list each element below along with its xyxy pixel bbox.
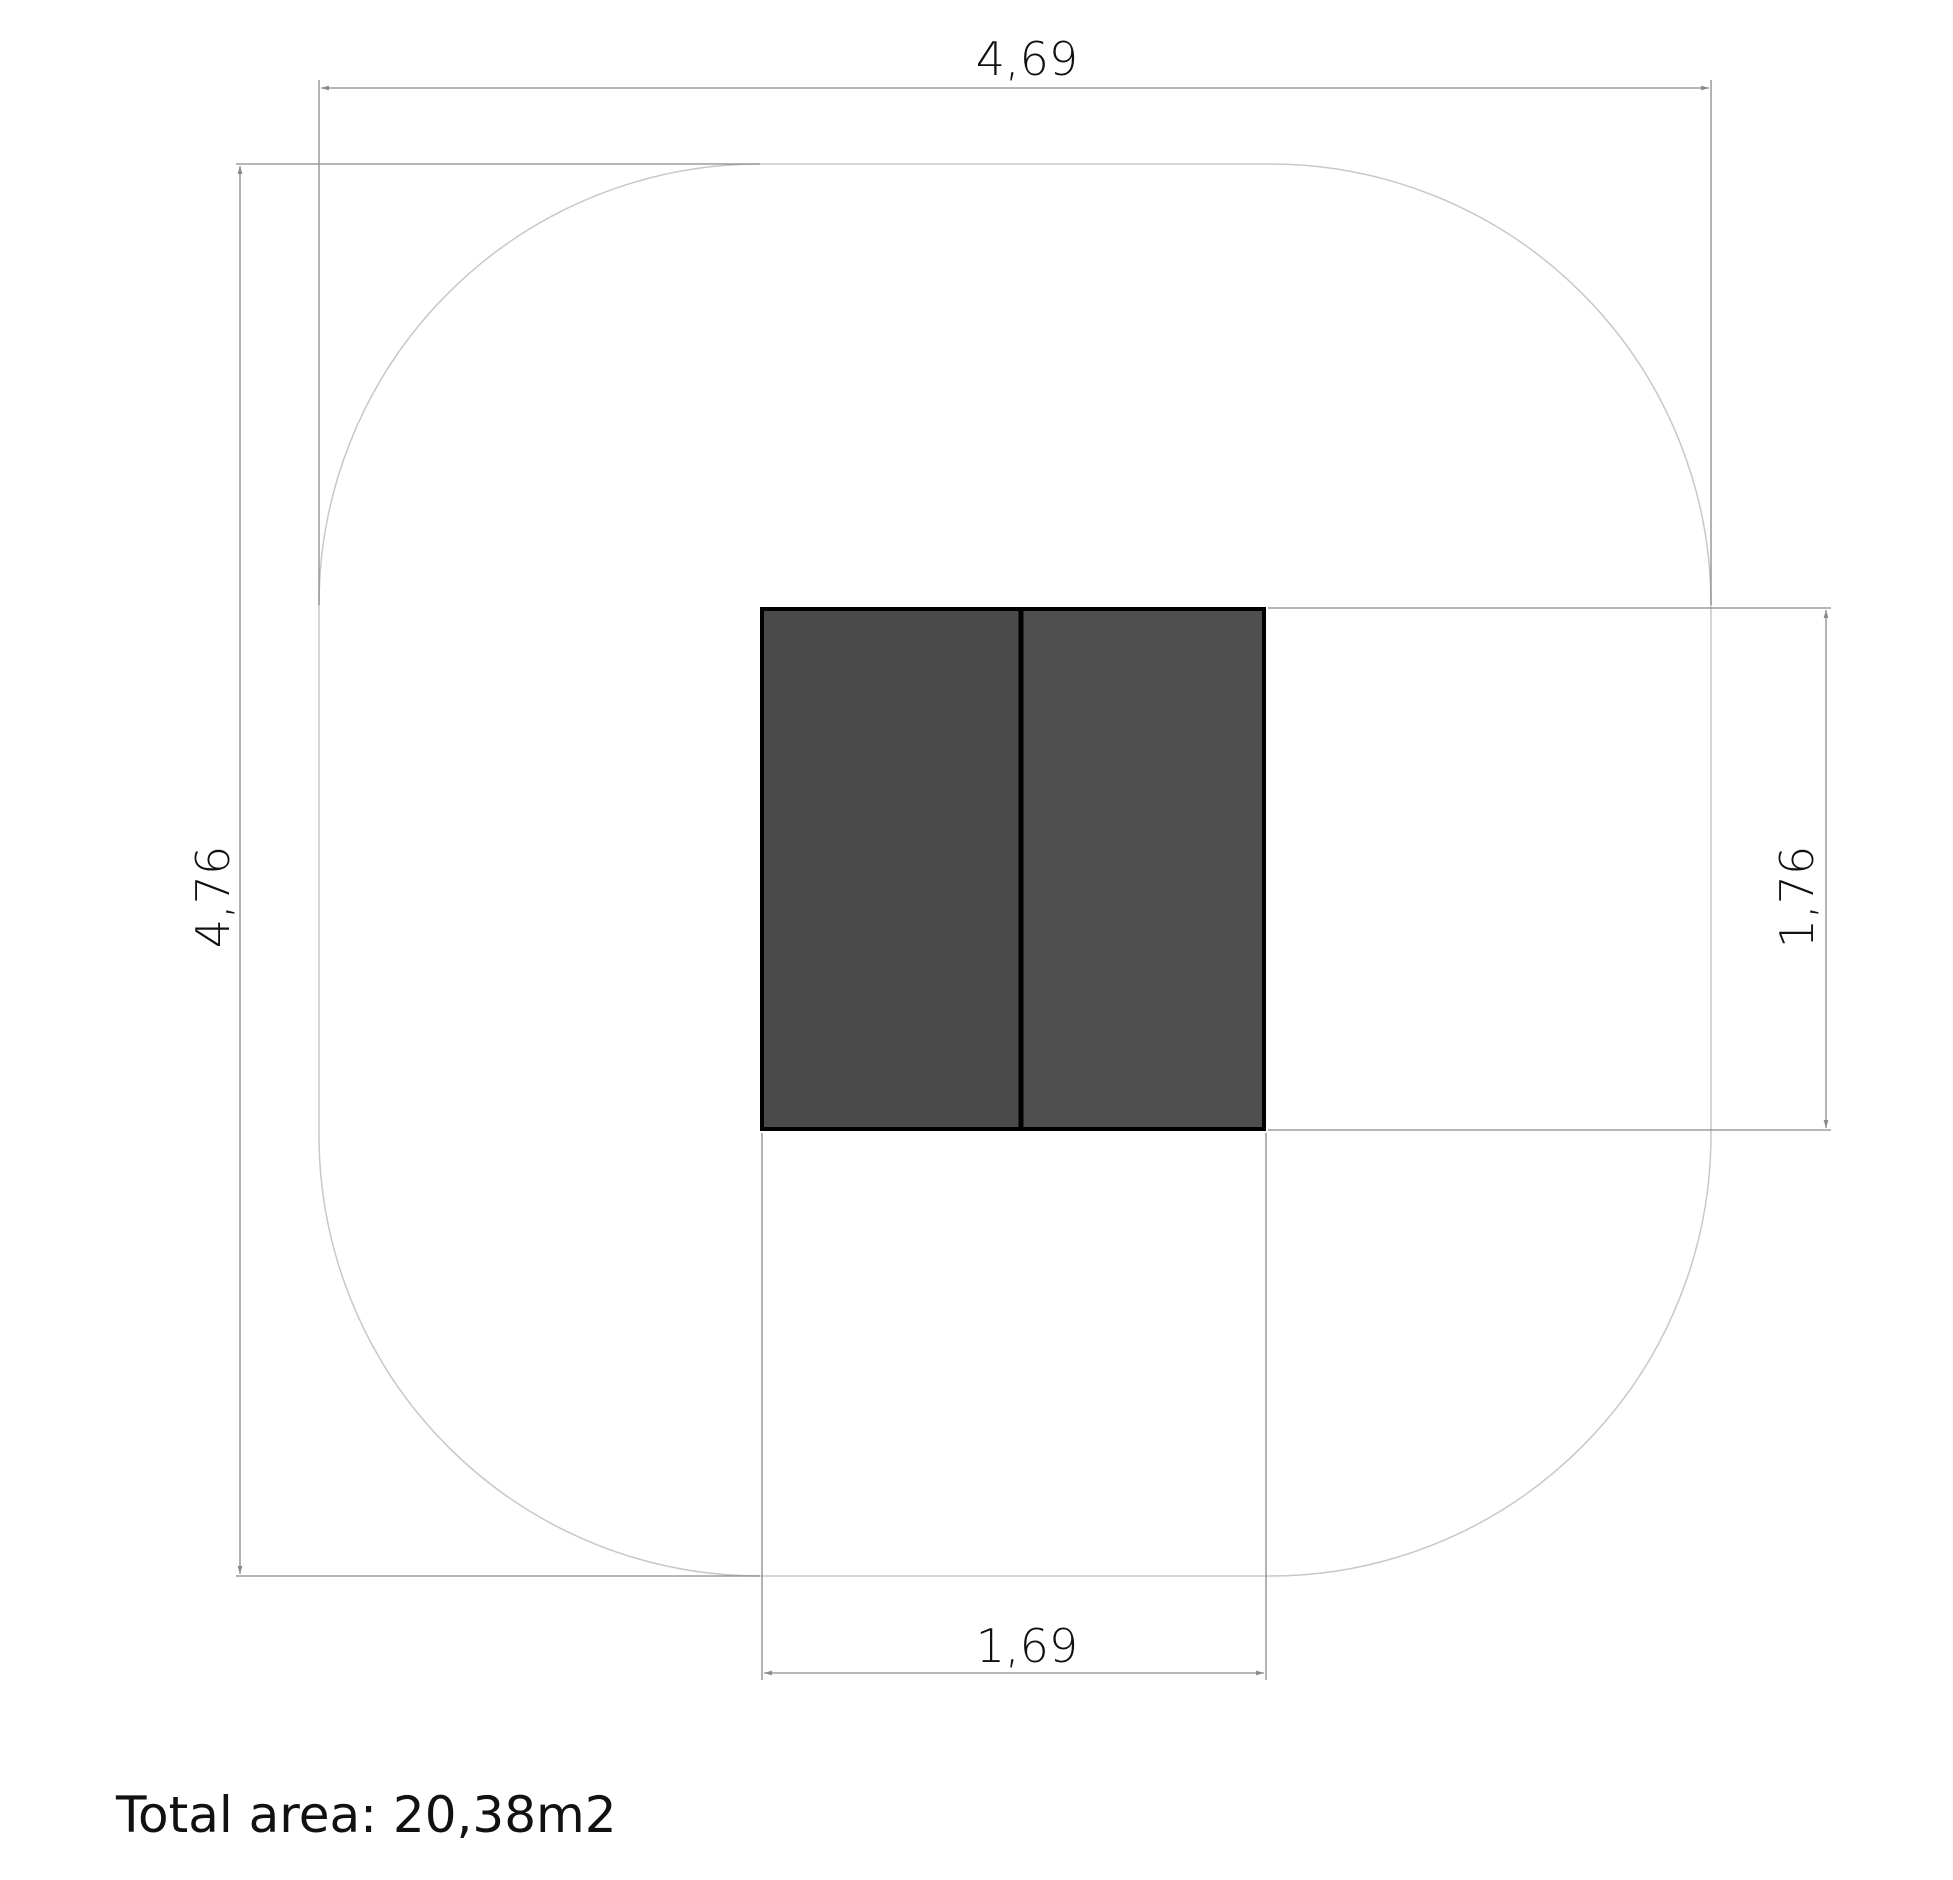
equipment-panel-left (762, 609, 1021, 1129)
safety-zone-outline (318, 163, 1712, 1577)
equipment-panel-right (1021, 609, 1264, 1129)
dimension-lines (236, 80, 1831, 1680)
equipment-width-label: 1,69 (976, 1619, 1078, 1673)
equipment-depth-label: 1,76 (1770, 846, 1824, 948)
overall-depth-label: 4,76 (186, 846, 240, 948)
total-area-label: Total area: 20,38m2 (116, 1786, 617, 1844)
overall-width-label: 4,69 (976, 32, 1078, 86)
equipment-outline (760, 607, 1266, 1131)
equipment-footprint (760, 607, 1266, 1131)
